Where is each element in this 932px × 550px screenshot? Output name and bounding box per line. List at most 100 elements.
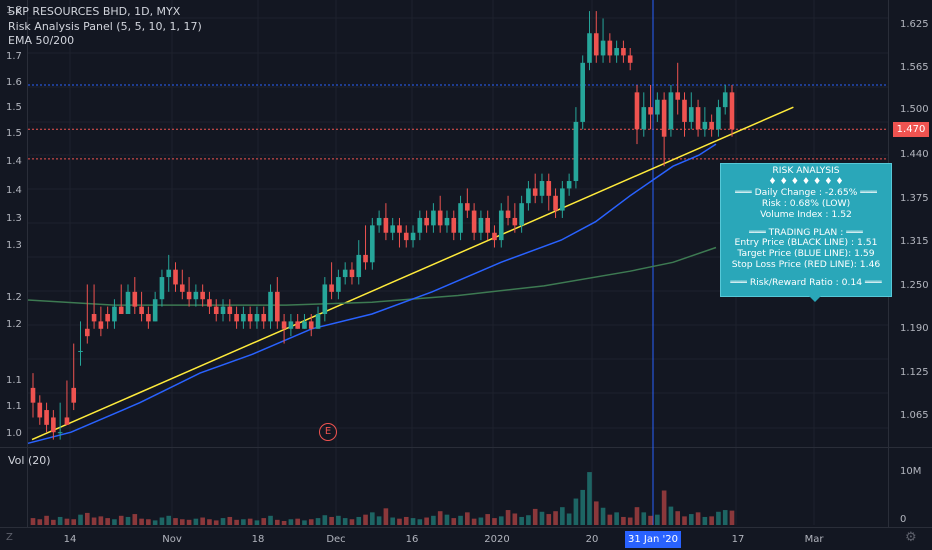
volume-bar (64, 518, 70, 525)
volume-bar (363, 514, 368, 525)
volume-label[interactable]: Vol (20) (8, 454, 51, 467)
volume-bar (234, 519, 239, 525)
candle-body (302, 321, 307, 329)
candle-body (403, 232, 409, 241)
volume-bar (505, 510, 511, 525)
candle-body (444, 217, 450, 226)
risk-panel-stars: ♦ ♦ ♦ ♦ ♦ ♦ ♦ (768, 175, 844, 187)
indicator-ema-label[interactable]: EMA 50/200 (8, 34, 75, 47)
candle-body (112, 306, 117, 322)
volume-bar (600, 507, 606, 525)
crosshair-date-tag: 31 Jan '20 (625, 531, 681, 548)
axes-layer: 1.625 1.565 1.500 1.440 1.375 1.315 1.250 1.190… (6, 5, 929, 545)
volume-bar (342, 518, 348, 525)
volume-bar (397, 518, 402, 525)
trendline-layer (31, 106, 794, 441)
candle-body (614, 48, 619, 56)
risk-panel-pointer (809, 296, 821, 302)
timezone-icon[interactable]: Z (6, 532, 13, 543)
volume-bar (51, 519, 56, 525)
volume-bar (275, 519, 280, 525)
candle-body (410, 232, 416, 241)
grid-lines (0, 0, 932, 528)
volume-bar (492, 518, 497, 525)
candle-body (179, 284, 185, 292)
x-axis-tick-label: 16 (406, 534, 419, 545)
volume-bar (186, 519, 192, 525)
candle-body (30, 387, 36, 403)
uptrend-line (31, 106, 794, 441)
candle-body (587, 33, 592, 63)
volume-bar (268, 515, 273, 525)
candle-body (553, 195, 558, 211)
volume-bar (709, 516, 714, 525)
volume-bar (390, 517, 395, 525)
volume-bar (179, 519, 185, 525)
volume-bar (532, 508, 538, 525)
candles-layer (30, 11, 735, 440)
volume-bar (254, 520, 260, 525)
candle-body (593, 33, 599, 56)
volume-bar (139, 518, 144, 525)
earnings-marker[interactable]: E (319, 423, 337, 441)
volume-bar (84, 512, 90, 525)
x-axis-tick-label: 20 (586, 534, 599, 545)
candle-body (621, 48, 626, 56)
volume-bar (648, 515, 653, 525)
right-axis-tick-label: 1.565 (900, 62, 929, 73)
candle-body (688, 107, 694, 122)
volume-bar (349, 519, 355, 525)
volume-bar (288, 519, 294, 525)
volume-bar (560, 507, 565, 525)
left-axis-tick-label: 1.4 (6, 156, 22, 167)
volume-bar (424, 517, 429, 525)
candle-body (702, 121, 708, 130)
volume-bar (465, 512, 470, 525)
candle-body (566, 181, 572, 189)
candle-body (390, 225, 395, 233)
volume-bar (485, 514, 490, 525)
indicator-risk-panel-label[interactable]: Risk Analysis Panel (5, 5, 10, 1, 17) (8, 20, 202, 33)
candle-body (295, 321, 300, 329)
volume-bar (437, 511, 443, 525)
candle-body (634, 92, 640, 130)
volume-bar (207, 519, 212, 525)
candle-body (376, 217, 382, 226)
candle-body (342, 269, 348, 278)
candle-body (580, 62, 586, 122)
left-axis-tick-label: 1.0 (6, 428, 22, 439)
volume-bar (580, 489, 586, 525)
candle-body (247, 314, 253, 322)
volume-bar (241, 519, 246, 525)
volume-bar (329, 516, 334, 525)
candle-body (722, 92, 728, 108)
candle-body (546, 181, 552, 196)
candle-body (539, 181, 545, 196)
volume-bar (641, 512, 647, 525)
volume-bar (322, 515, 328, 525)
volume-bar (451, 518, 457, 525)
right-axis-tick-label: 1.065 (900, 410, 929, 421)
volume-bar (675, 511, 681, 525)
volume-bar (98, 516, 104, 525)
volume-bar (302, 520, 307, 525)
risk-value: Risk : 0.68% (LOW) (761, 197, 851, 209)
volume-bar (105, 518, 110, 525)
candle-body (173, 269, 178, 285)
candle-body (152, 299, 158, 322)
volume-bar (376, 516, 382, 525)
volume-bar (458, 515, 463, 525)
symbol-title[interactable]: SKP RESOURCES BHD, 1D, MYX (8, 5, 181, 18)
volume-axis-tick-label: 0 (900, 514, 906, 525)
volume-bar (57, 516, 63, 525)
volume-bar (682, 516, 687, 525)
target-price: Target Price (BLUE LINE): 1.59 (737, 248, 875, 260)
candle-body (322, 284, 328, 315)
volume-bar (336, 515, 341, 525)
volume-bar (356, 516, 362, 525)
candle-body (519, 203, 524, 226)
x-axis-tick-label: Dec (326, 534, 345, 545)
risk-reward-ratio: ═══ Risk/Reward Ratio : 0.14 ═══ (730, 277, 882, 289)
gear-icon[interactable]: ⚙ (905, 530, 917, 545)
volume-bar (295, 518, 300, 525)
